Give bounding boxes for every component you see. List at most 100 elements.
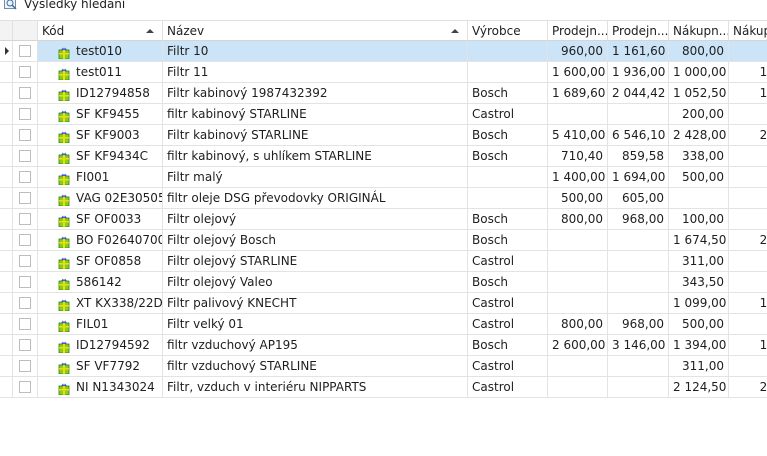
table-row[interactable]: SF KF9455 filtr kabinový STARLINE Castrol 2… xyxy=(0,104,767,125)
row-header[interactable] xyxy=(0,251,13,272)
table-row[interactable]: SF OF0858 Filtr olejový STARLINE Castrol 31… xyxy=(0,251,767,272)
cell-nazev: Filtr kabinový 1987432392 xyxy=(163,83,468,104)
row-select-cell[interactable] xyxy=(13,251,38,272)
row-checkbox[interactable] xyxy=(19,192,31,204)
table-row[interactable]: SF VF7792 filtr vzduchový STARLINE Castrol… xyxy=(0,356,767,377)
row-header[interactable] xyxy=(0,293,13,314)
cell-vyrobce: Castrol xyxy=(468,293,548,314)
row-header[interactable] xyxy=(0,230,13,251)
row-checkbox[interactable] xyxy=(19,108,31,120)
row-select-cell[interactable] xyxy=(13,230,38,251)
row-header[interactable] xyxy=(0,104,13,125)
table-row[interactable]: NI N1343024 Filtr, vzduch v interiéru NIP… xyxy=(0,377,767,398)
table-row[interactable]: test011 Filtr 11 1 600,00 1 936,00 1 000,00 1… xyxy=(0,62,767,83)
package-icon xyxy=(58,66,70,80)
cell-nazev: filtr oleje DSG převodovky ORIGINÁL xyxy=(163,188,468,209)
cell-kod: SF KF9434C xyxy=(38,146,163,167)
row-select-cell[interactable] xyxy=(13,146,38,167)
cell-prodejni-2: 605,00 xyxy=(608,188,669,209)
table-row[interactable]: FIL01 Filtr velký 01 Castrol 800,00 968,00 50… xyxy=(0,314,767,335)
row-select-cell[interactable] xyxy=(13,104,38,125)
row-header[interactable] xyxy=(0,146,13,167)
row-checkbox[interactable] xyxy=(19,360,31,372)
sort-ascending-icon xyxy=(451,29,459,33)
row-header[interactable] xyxy=(0,167,13,188)
row-header[interactable] xyxy=(0,83,13,104)
column-header-vyrobce[interactable]: Výrobce xyxy=(468,20,548,41)
cell-nakupni-1: 2 124,50 xyxy=(669,377,729,398)
cell-prodejni-2: 968,00 xyxy=(608,314,669,335)
row-checkbox[interactable] xyxy=(19,276,31,288)
column-header-prodejni-1[interactable]: Prodejn... xyxy=(548,20,608,41)
row-select-cell[interactable] xyxy=(13,83,38,104)
cell-nakupni-2: 376 xyxy=(729,251,767,272)
select-column-header[interactable] xyxy=(13,20,38,41)
row-header[interactable] xyxy=(0,314,13,335)
row-select-cell[interactable] xyxy=(13,167,38,188)
cell-prodejni-2: 2 044,42 xyxy=(608,83,669,104)
table-row[interactable]: SF OF0033 Filtr olejový Bosch 800,00 968,00 1… xyxy=(0,209,767,230)
row-select-cell[interactable] xyxy=(13,377,38,398)
row-header[interactable] xyxy=(0,41,13,62)
row-checkbox[interactable] xyxy=(19,339,31,351)
row-checkbox[interactable] xyxy=(19,297,31,309)
row-header[interactable] xyxy=(0,188,13,209)
row-select-cell[interactable] xyxy=(13,314,38,335)
cell-vyrobce: Bosch xyxy=(468,230,548,251)
cell-nazev: Filtr 11 xyxy=(163,62,468,83)
cell-vyrobce: Bosch xyxy=(468,209,548,230)
row-select-cell[interactable] xyxy=(13,272,38,293)
column-header-prodejni-2[interactable]: Prodejn... xyxy=(608,20,669,41)
row-checkbox[interactable] xyxy=(19,318,31,330)
row-select-cell[interactable] xyxy=(13,41,38,62)
cell-vyrobce xyxy=(468,62,548,83)
cell-kod: SF KF9003 xyxy=(38,125,163,146)
row-select-cell[interactable] xyxy=(13,125,38,146)
row-header[interactable] xyxy=(0,272,13,293)
row-header[interactable] xyxy=(0,335,13,356)
row-select-cell[interactable] xyxy=(13,188,38,209)
cell-nakupni-2: 2 570 xyxy=(729,377,767,398)
row-checkbox[interactable] xyxy=(19,381,31,393)
table-row[interactable]: SF KF9434C filtr kabinový, s uhlíkem STAR… xyxy=(0,146,767,167)
row-header[interactable] xyxy=(0,356,13,377)
row-checkbox[interactable] xyxy=(19,213,31,225)
table-row[interactable]: SF KF9003 Filtr kabinový STARLINE Bosch 5 4… xyxy=(0,125,767,146)
row-checkbox[interactable] xyxy=(19,150,31,162)
row-header[interactable] xyxy=(0,377,13,398)
row-checkbox[interactable] xyxy=(19,129,31,141)
cell-nakupni-2: 1 329 xyxy=(729,293,767,314)
row-header[interactable] xyxy=(0,125,13,146)
row-checkbox[interactable] xyxy=(19,234,31,246)
row-select-cell[interactable] xyxy=(13,209,38,230)
row-checkbox[interactable] xyxy=(19,66,31,78)
row-checkbox[interactable] xyxy=(19,87,31,99)
row-select-cell[interactable] xyxy=(13,293,38,314)
cell-kod: FI001 xyxy=(38,167,163,188)
row-select-cell[interactable] xyxy=(13,335,38,356)
column-header-nakupni-1[interactable]: Nákupn... xyxy=(669,20,729,41)
row-checkbox[interactable] xyxy=(19,255,31,267)
table-row[interactable]: ID12794858 Filtr kabinový 1987432392 Bosch… xyxy=(0,83,767,104)
cell-prodejni-1: 5 410,00 xyxy=(548,125,608,146)
row-checkbox[interactable] xyxy=(19,45,31,57)
column-header-kod[interactable]: Kód xyxy=(38,20,163,41)
cell-nakupni-2 xyxy=(729,188,767,209)
row-checkbox[interactable] xyxy=(19,171,31,183)
column-header-nakupni-2[interactable]: Nákup xyxy=(729,20,767,41)
table-row[interactable]: XT KX338/22D Filtr palivový KNECHT Castrol… xyxy=(0,293,767,314)
row-header[interactable] xyxy=(0,62,13,83)
row-select-cell[interactable] xyxy=(13,62,38,83)
cell-prodejni-2: 968,00 xyxy=(608,209,669,230)
cell-prodejni-2 xyxy=(608,356,669,377)
column-header-nazev[interactable]: Název xyxy=(163,20,468,41)
cell-prodejni-1: 2 600,00 xyxy=(548,335,608,356)
table-row[interactable]: ID12794592 filtr vzduchový AP195 Bosch 2 60… xyxy=(0,335,767,356)
table-row[interactable]: VAG 02E305051Cfiltr oleje DSG převodovky… xyxy=(0,188,767,209)
row-header[interactable] xyxy=(0,209,13,230)
row-select-cell[interactable] xyxy=(13,356,38,377)
